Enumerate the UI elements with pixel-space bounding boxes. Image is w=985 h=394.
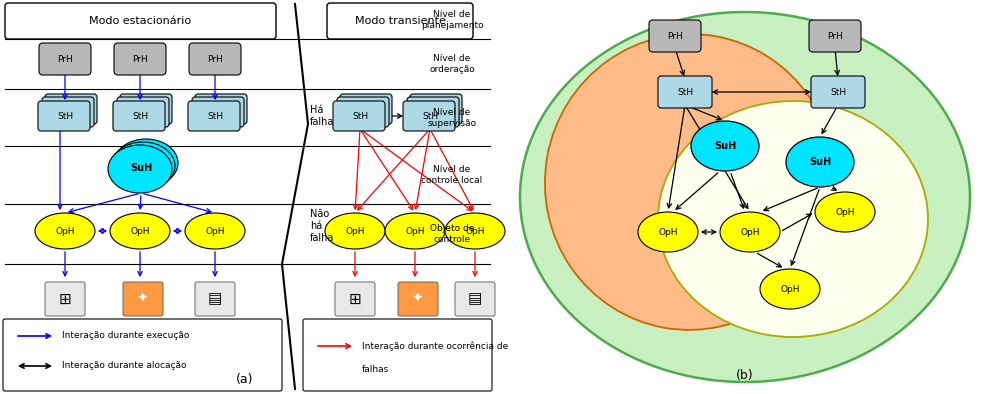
Ellipse shape <box>691 121 759 171</box>
FancyBboxPatch shape <box>195 282 235 316</box>
FancyBboxPatch shape <box>303 319 492 391</box>
Text: Nível de
supervisão: Nível de supervisão <box>427 108 477 128</box>
FancyBboxPatch shape <box>649 20 701 52</box>
Ellipse shape <box>114 139 178 187</box>
Text: Não
há
falha: Não há falha <box>310 209 334 243</box>
Text: StH: StH <box>57 112 73 121</box>
FancyBboxPatch shape <box>5 3 276 39</box>
Text: PrH: PrH <box>667 32 683 41</box>
Text: OpH: OpH <box>780 284 800 294</box>
Ellipse shape <box>760 269 820 309</box>
Text: SuH: SuH <box>130 163 152 173</box>
Ellipse shape <box>786 137 854 187</box>
Text: Interação durante alocação: Interação durante alocação <box>62 362 186 370</box>
FancyBboxPatch shape <box>117 97 169 127</box>
Text: OpH: OpH <box>741 227 759 236</box>
Text: Nível de
orderação: Nível de orderação <box>429 54 475 74</box>
Text: Interação durante execução: Interação durante execução <box>62 331 189 340</box>
FancyBboxPatch shape <box>658 76 712 108</box>
FancyBboxPatch shape <box>403 101 455 131</box>
FancyBboxPatch shape <box>39 43 91 75</box>
FancyBboxPatch shape <box>327 3 473 39</box>
FancyBboxPatch shape <box>120 94 172 124</box>
Text: Nível de
planejamento: Nível de planejamento <box>421 10 484 30</box>
FancyBboxPatch shape <box>455 282 495 316</box>
FancyBboxPatch shape <box>410 94 462 124</box>
FancyBboxPatch shape <box>809 20 861 52</box>
FancyBboxPatch shape <box>192 97 244 127</box>
Ellipse shape <box>111 142 175 190</box>
FancyBboxPatch shape <box>113 101 165 131</box>
Text: OpH: OpH <box>346 227 364 236</box>
Text: (a): (a) <box>236 373 254 386</box>
Ellipse shape <box>325 213 385 249</box>
FancyBboxPatch shape <box>114 43 166 75</box>
Ellipse shape <box>445 213 505 249</box>
FancyBboxPatch shape <box>811 76 865 108</box>
Text: Interação durante ocorrência de: Interação durante ocorrência de <box>362 341 508 351</box>
Ellipse shape <box>110 213 170 249</box>
FancyBboxPatch shape <box>188 101 240 131</box>
Text: ⊞: ⊞ <box>59 292 71 307</box>
Text: Modo estacionário: Modo estacionário <box>89 16 191 26</box>
Ellipse shape <box>545 34 835 330</box>
Text: StH: StH <box>207 112 223 121</box>
Text: SuH: SuH <box>714 141 736 151</box>
Text: StH: StH <box>677 87 693 97</box>
FancyBboxPatch shape <box>195 94 247 124</box>
Text: Modo transiente: Modo transiente <box>355 16 445 26</box>
Text: OpH: OpH <box>658 227 678 236</box>
Ellipse shape <box>35 213 95 249</box>
Text: PrH: PrH <box>132 54 148 63</box>
FancyBboxPatch shape <box>398 282 438 316</box>
Text: Nível de
controle local: Nível de controle local <box>422 165 483 185</box>
Text: ⊞: ⊞ <box>349 292 361 307</box>
Ellipse shape <box>385 213 445 249</box>
Text: OpH: OpH <box>205 227 225 236</box>
Text: ▤: ▤ <box>468 292 483 307</box>
Text: OpH: OpH <box>465 227 485 236</box>
FancyBboxPatch shape <box>38 101 90 131</box>
Text: PrH: PrH <box>207 54 223 63</box>
FancyBboxPatch shape <box>45 94 97 124</box>
Text: StH: StH <box>830 87 846 97</box>
Text: (b): (b) <box>736 369 754 382</box>
Text: OpH: OpH <box>130 227 150 236</box>
Text: StH: StH <box>422 112 438 121</box>
FancyBboxPatch shape <box>333 101 385 131</box>
Text: Há
falha: Há falha <box>310 105 334 127</box>
FancyBboxPatch shape <box>407 97 459 127</box>
FancyBboxPatch shape <box>337 97 389 127</box>
Ellipse shape <box>720 212 780 252</box>
FancyBboxPatch shape <box>45 282 85 316</box>
Text: OpH: OpH <box>835 208 855 216</box>
Text: SuH: SuH <box>809 157 831 167</box>
Text: PrH: PrH <box>57 54 73 63</box>
Text: StH: StH <box>352 112 368 121</box>
FancyBboxPatch shape <box>3 319 282 391</box>
Ellipse shape <box>658 101 928 337</box>
Text: ✦: ✦ <box>411 292 423 306</box>
FancyBboxPatch shape <box>335 282 375 316</box>
Ellipse shape <box>520 12 970 382</box>
Text: StH: StH <box>132 112 148 121</box>
Text: OpH: OpH <box>55 227 75 236</box>
Text: PrH: PrH <box>827 32 843 41</box>
Text: OpH: OpH <box>405 227 425 236</box>
Ellipse shape <box>108 145 172 193</box>
FancyBboxPatch shape <box>42 97 94 127</box>
Text: falhas: falhas <box>362 364 389 374</box>
FancyBboxPatch shape <box>189 43 241 75</box>
FancyBboxPatch shape <box>123 282 163 316</box>
Text: ✦: ✦ <box>136 292 148 306</box>
Text: ▤: ▤ <box>208 292 223 307</box>
FancyBboxPatch shape <box>340 94 392 124</box>
Text: Objeto de
controle: Objeto de controle <box>429 224 474 244</box>
Ellipse shape <box>185 213 245 249</box>
Ellipse shape <box>638 212 698 252</box>
Ellipse shape <box>815 192 875 232</box>
